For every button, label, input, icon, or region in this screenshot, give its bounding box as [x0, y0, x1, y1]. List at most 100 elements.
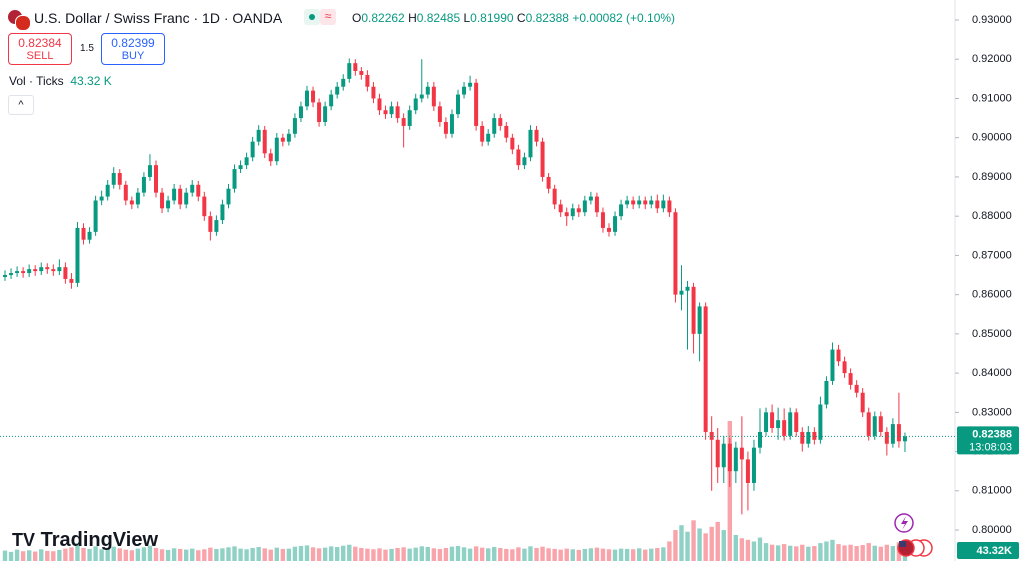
volume-bar [649, 548, 654, 561]
volume-bar [165, 549, 171, 561]
volume-bar [39, 549, 44, 561]
candle-body [220, 204, 225, 221]
y-tick-label: 0.80000 [972, 524, 1012, 536]
volume-bar [383, 549, 388, 561]
candle-body [395, 106, 400, 119]
volume-bar [135, 548, 141, 561]
market-status[interactable] [304, 9, 320, 25]
volume-bar [618, 548, 624, 561]
volume-bar [443, 547, 449, 561]
collapse-button[interactable]: ^ [8, 95, 34, 115]
candle-body [492, 118, 497, 134]
candle-body [812, 431, 817, 440]
data-status[interactable]: ≈ [320, 9, 336, 25]
volume-bar [727, 421, 732, 561]
candle-body [105, 184, 110, 197]
candle-body [824, 380, 829, 405]
logo: TV [12, 530, 36, 550]
volume-bar [655, 547, 660, 561]
volume-bar [510, 549, 515, 561]
value: 0.82388 [525, 11, 569, 25]
volume-bar [20, 551, 26, 561]
volume-bar [775, 545, 781, 561]
symbol-title[interactable]: U.S. Dollar / Swiss Franc · 1D · OANDA [34, 10, 283, 26]
candle-body [401, 118, 406, 126]
candle-body [190, 184, 195, 193]
volume-bar [564, 548, 569, 561]
candle-body [117, 173, 122, 185]
volume-bar [359, 547, 364, 561]
y-tick-label: 0.81000 [972, 485, 1012, 497]
candle-body [250, 141, 255, 158]
volume-bar [848, 544, 853, 561]
y-tick-label: 0.83000 [972, 406, 1012, 418]
volume-bar [419, 546, 424, 561]
candle-body [196, 184, 201, 197]
volume-bar [794, 546, 799, 561]
candle-body [498, 118, 503, 126]
candle-body [286, 133, 291, 142]
sell-price: 0.82384 [18, 36, 62, 50]
candle-body [99, 196, 104, 201]
candle-body [836, 349, 841, 362]
candle-body [9, 273, 14, 276]
sell-button[interactable]: 0.82384 SELL [8, 33, 72, 65]
candle-body [51, 269, 56, 272]
volume-bar [594, 547, 600, 561]
candle-body [528, 129, 533, 158]
y-tick-label: 0.89000 [972, 171, 1012, 183]
candle-body [232, 169, 237, 189]
volume-bar [389, 548, 394, 561]
candle-body [540, 141, 545, 177]
buy-button[interactable]: 0.82399 BUY [101, 33, 165, 65]
volume-bar [763, 543, 769, 561]
label: C [516, 11, 526, 25]
volume-bar [93, 546, 98, 561]
volume-bar [425, 547, 430, 561]
candle-body [854, 384, 859, 393]
candle-body [582, 200, 587, 213]
y-tick-label: 0.90000 [972, 132, 1012, 144]
volume-bar [371, 549, 376, 561]
volume-label: Vol · Ticks [9, 74, 64, 88]
volume-bar [788, 545, 793, 561]
volume-bar [274, 547, 279, 561]
volume-bar [268, 549, 273, 561]
candle-body [226, 188, 231, 205]
candle-body [782, 420, 787, 436]
volume-bar [208, 547, 213, 561]
candle-body [552, 188, 557, 205]
volume-bar [111, 546, 116, 561]
candle-body [564, 212, 569, 217]
y-tick-label: 0.92000 [972, 53, 1012, 65]
volume-bar [854, 546, 859, 561]
volume-bar [522, 548, 527, 561]
volume-bar [310, 547, 316, 561]
candle-body [298, 106, 303, 119]
candle-body [33, 269, 38, 272]
candle-body [522, 157, 527, 166]
candle-body [353, 63, 358, 72]
candle-body [57, 267, 62, 272]
volume-bar [878, 546, 883, 561]
volume-bar [2, 550, 8, 561]
candle-body [184, 192, 189, 205]
candle-body [274, 137, 279, 162]
candle-body [407, 110, 412, 126]
candle-body [878, 416, 883, 432]
candle-body [558, 204, 563, 213]
volume-bar [226, 547, 231, 561]
volume-bar [552, 548, 557, 561]
brand: TV TradingView [12, 529, 158, 552]
volume-bar [57, 549, 62, 561]
candle-body [794, 412, 799, 432]
volume-bar [105, 547, 110, 561]
candle-body [39, 267, 44, 272]
volume-bar [141, 547, 147, 561]
candle-body [347, 63, 352, 79]
volume-bar [781, 544, 787, 561]
volume-bar [51, 551, 56, 561]
volume-bar [486, 548, 491, 561]
candle-body [69, 278, 74, 283]
volume-bar [715, 521, 720, 561]
